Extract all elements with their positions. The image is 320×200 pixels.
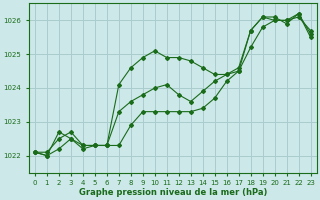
X-axis label: Graphe pression niveau de la mer (hPa): Graphe pression niveau de la mer (hPa) (79, 188, 267, 197)
